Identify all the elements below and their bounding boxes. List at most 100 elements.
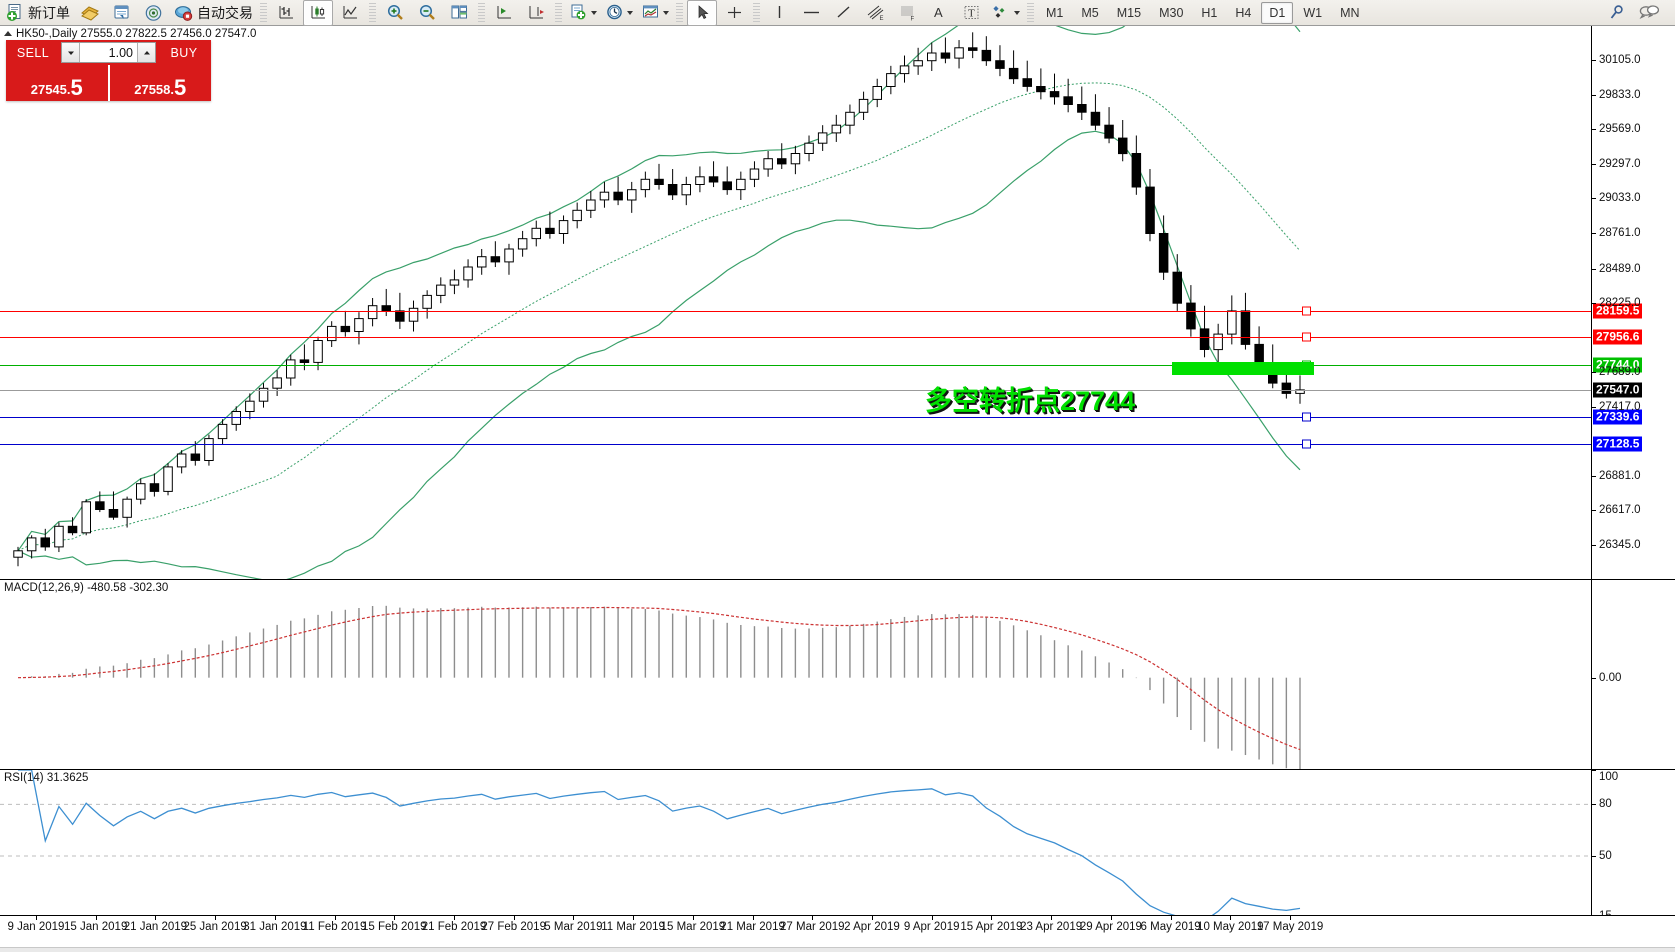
one-click-trading-panel[interactable]: SELL 1.00 BUY 27545 . 5 — [6, 40, 211, 101]
macd-plot[interactable] — [0, 580, 1592, 770]
new-order-button[interactable]: 新订单 — [3, 0, 73, 26]
date-tick — [274, 916, 276, 920]
chart-area[interactable]: HK50-,Daily 27555.0 27822.5 27456.0 2754… — [0, 26, 1675, 951]
sell-price[interactable]: 27545 . 5 — [6, 65, 108, 101]
data-window-button[interactable] — [107, 0, 137, 26]
hline-icon — [803, 11, 819, 14]
buy-button[interactable]: BUY — [170, 45, 198, 60]
price-tag-27744.0[interactable]: 27744.0 — [1593, 357, 1643, 372]
axis-tick — [1592, 545, 1596, 546]
macd-axis[interactable]: 0.00 — [1591, 580, 1675, 770]
cursor-button[interactable] — [687, 0, 717, 26]
hline-button[interactable] — [796, 0, 826, 26]
chevron-down-icon[interactable] — [627, 10, 633, 15]
templates-icon — [81, 5, 99, 21]
price-tag-28159.5[interactable]: 28159.5 — [1593, 303, 1643, 319]
autotrade-button[interactable]: 自动交易 — [171, 0, 256, 26]
level-line-last-price — [0, 389, 1592, 391]
chart-annotation-text[interactable]: 多空转折点27744 — [925, 385, 1136, 416]
timeframe-mn[interactable]: MN — [1340, 5, 1360, 20]
level-line-28159[interactable] — [0, 310, 1592, 312]
price-pane[interactable]: 多空转折点27744 28159.5 27956.6 27744.0 27547.0 2… — [0, 26, 1675, 579]
trendline-button[interactable] — [828, 0, 858, 26]
period-button[interactable] — [602, 0, 636, 26]
price-plot[interactable]: 多空转折点27744 — [0, 26, 1592, 579]
macd-pane[interactable]: MACD(12,26,9) -480.58 -302.30 0.00 — [0, 579, 1675, 770]
level-line-27956[interactable] — [0, 337, 1592, 339]
crosshair-button[interactable] — [719, 0, 749, 26]
navigator-button[interactable] — [139, 0, 169, 26]
level-line-27339[interactable] — [0, 416, 1592, 418]
auto-scroll-button[interactable] — [521, 0, 551, 26]
rsi-axis[interactable]: 1008050150 — [1591, 770, 1675, 943]
horizontal-scrollbar[interactable] — [0, 947, 1675, 952]
price-tag-27956.6[interactable]: 27956.6 — [1593, 329, 1643, 345]
date-tick — [95, 916, 97, 920]
level-line-27744[interactable] — [0, 364, 1592, 366]
charts-button[interactable] — [638, 0, 672, 26]
chevron-down-icon[interactable] — [1014, 10, 1020, 15]
equidistant-channel-icon: E — [867, 5, 883, 22]
rsi-pane[interactable]: RSI(14) 31.3625 1008050150 — [0, 769, 1675, 943]
volume-increase-button[interactable] — [137, 43, 155, 62]
sell-button[interactable]: SELL — [16, 45, 50, 60]
level-handle[interactable] — [1302, 306, 1311, 316]
timeframe-h4[interactable]: H4 — [1235, 5, 1252, 20]
level-handle[interactable] — [1302, 332, 1311, 342]
text-label-button[interactable]: T — [956, 0, 986, 26]
level-handle[interactable] — [1302, 412, 1311, 422]
text-button[interactable]: A — [924, 0, 954, 26]
pivot-highlight-box[interactable] — [1172, 361, 1314, 375]
equidistant-channel-button[interactable]: E — [860, 0, 890, 26]
axis-tick-label: 28489.0 — [1599, 262, 1641, 275]
date-axis[interactable]: 9 Jan 2019 15 Jan 2019 21 Jan 2019 25 Jan 2… — [0, 915, 1675, 951]
axis-tick-label: 28761.0 — [1599, 227, 1641, 240]
bar-chart-button[interactable] — [271, 0, 301, 26]
timeframe-m15[interactable]: M15 — [1116, 5, 1142, 20]
chevron-down-icon[interactable] — [663, 10, 669, 15]
date-tick — [215, 916, 217, 920]
date-tick-label: 21 Mar 2019 — [720, 921, 785, 933]
timeframe-m30[interactable]: M30 — [1159, 5, 1184, 20]
zoom-out-button[interactable] — [412, 0, 442, 26]
toolbar-separator — [478, 2, 485, 23]
level-line-27128[interactable] — [0, 443, 1592, 445]
timeframe-w1[interactable]: W1 — [1303, 5, 1323, 20]
indicators-button[interactable] — [566, 0, 600, 26]
price-tag-27128.5[interactable]: 27128.5 — [1593, 436, 1643, 452]
candlestick-chart-button[interactable] — [303, 0, 333, 26]
timeframe-h1[interactable]: H1 — [1201, 5, 1218, 20]
price-tag-27547.0[interactable]: 27547.0 — [1593, 382, 1643, 398]
buy-price[interactable]: 27558 . 5 — [109, 65, 211, 101]
axis-tick — [1592, 677, 1596, 679]
line-chart-button[interactable] — [335, 0, 365, 26]
price-axis[interactable]: 28159.5 27956.6 27744.0 27547.0 27339.6 27128… — [1591, 26, 1675, 579]
vline-button[interactable] — [764, 0, 794, 26]
timeframe-m5[interactable]: M5 — [1081, 5, 1099, 20]
timeframe-d1[interactable]: D1 — [1261, 1, 1294, 24]
chevron-down-icon[interactable] — [591, 10, 597, 15]
search-button[interactable] — [1602, 0, 1632, 26]
period-icon — [607, 4, 622, 20]
buy-price-fraction: 5 — [174, 75, 187, 101]
date-tick — [394, 916, 396, 920]
volume-value[interactable]: 1.00 — [108, 45, 133, 60]
timeframe-m1[interactable]: M1 — [1046, 5, 1064, 20]
templates-button[interactable] — [75, 0, 105, 26]
svg-text:E: E — [879, 16, 883, 22]
shapes-button[interactable] — [988, 0, 1023, 26]
fibonacci-button[interactable]: F — [892, 0, 922, 26]
volume-decrease-button[interactable] — [62, 43, 80, 62]
tile-windows-button[interactable] — [444, 0, 474, 26]
volume-stepper[interactable]: 1.00 — [61, 42, 156, 63]
zoom-in-button[interactable] — [380, 0, 410, 26]
chat-button[interactable] — [1634, 0, 1664, 26]
buy-price-integer: 27558 — [134, 82, 171, 97]
vline-icon — [778, 6, 780, 18]
date-tick-label: 27 Feb 2019 — [481, 921, 546, 933]
shift-end-button[interactable] — [489, 0, 519, 26]
collapse-arrow-icon[interactable] — [4, 31, 12, 36]
level-handle[interactable] — [1302, 439, 1311, 449]
price-tag-27339.6[interactable]: 27339.6 — [1593, 409, 1643, 425]
axis-tick-label: 30105.0 — [1599, 54, 1641, 66]
